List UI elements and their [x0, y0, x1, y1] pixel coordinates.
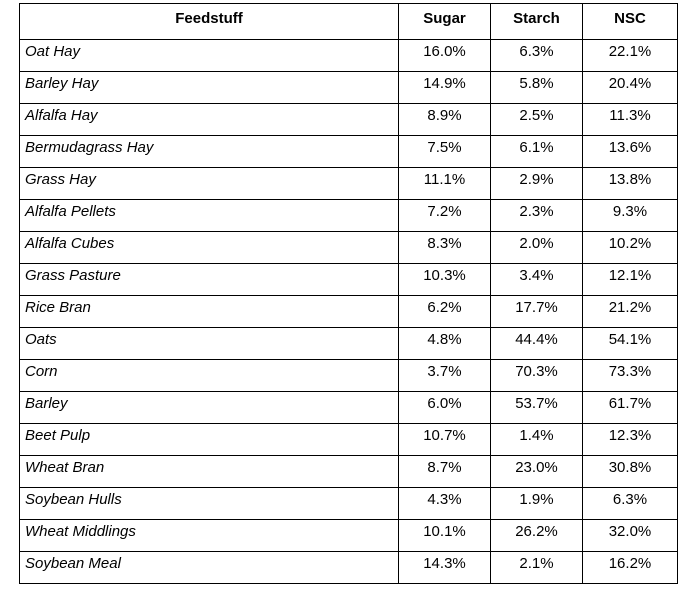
value-cell: 61.7%: [582, 391, 678, 424]
value-cell: 1.4%: [490, 423, 583, 456]
feedstuff-cell: Grass Pasture: [19, 263, 399, 296]
value-cell: 8.9%: [398, 103, 491, 136]
table-head: Feedstuff Sugar Starch NSC: [19, 3, 678, 40]
feedstuff-cell: Alfalfa Cubes: [19, 231, 399, 264]
value-cell: 22.1%: [582, 39, 678, 72]
value-cell: 3.7%: [398, 359, 491, 392]
header-cell: NSC: [582, 3, 678, 40]
feedstuff-cell: Alfalfa Hay: [19, 103, 399, 136]
table-row: Barley Hay 14.9% 5.8% 20.4%: [19, 71, 678, 104]
value-cell: 8.7%: [398, 455, 491, 488]
feed-table: Feedstuff Sugar Starch NSC Oat Hay 16.0% 6.3%…: [19, 3, 678, 584]
value-cell: 13.6%: [582, 135, 678, 168]
value-cell: 2.5%: [490, 103, 583, 136]
value-cell: 21.2%: [582, 295, 678, 328]
header-cell: Sugar: [398, 3, 491, 40]
value-cell: 12.1%: [582, 263, 678, 296]
value-cell: 10.2%: [582, 231, 678, 264]
feedstuff-cell: Bermudagrass Hay: [19, 135, 399, 168]
value-cell: 6.3%: [490, 39, 583, 72]
feedstuff-cell: Barley Hay: [19, 71, 399, 104]
value-cell: 10.3%: [398, 263, 491, 296]
feedstuff-cell: Beet Pulp: [19, 423, 399, 456]
value-cell: 3.4%: [490, 263, 583, 296]
value-cell: 6.2%: [398, 295, 491, 328]
value-cell: 32.0%: [582, 519, 678, 552]
value-cell: 23.0%: [490, 455, 583, 488]
table-row: Alfalfa Pellets 7.2% 2.3% 9.3%: [19, 199, 678, 232]
table-row: Beet Pulp 10.7% 1.4% 12.3%: [19, 423, 678, 456]
value-cell: 44.4%: [490, 327, 583, 360]
value-cell: 8.3%: [398, 231, 491, 264]
table-row: Barley 6.0% 53.7% 61.7%: [19, 391, 678, 424]
feedstuff-cell: Corn: [19, 359, 399, 392]
table-row: Corn 3.7% 70.3% 73.3%: [19, 359, 678, 392]
value-cell: 4.8%: [398, 327, 491, 360]
value-cell: 73.3%: [582, 359, 678, 392]
value-cell: 30.8%: [582, 455, 678, 488]
value-cell: 20.4%: [582, 71, 678, 104]
table-row: Grass Hay 11.1% 2.9% 13.8%: [19, 167, 678, 200]
table-row: Soybean Hulls 4.3% 1.9% 6.3%: [19, 487, 678, 520]
value-cell: 2.3%: [490, 199, 583, 232]
table-row: Wheat Middlings 10.1% 26.2% 32.0%: [19, 519, 678, 552]
table-row: Alfalfa Hay 8.9% 2.5% 11.3%: [19, 103, 678, 136]
feedstuff-cell: Soybean Hulls: [19, 487, 399, 520]
table-row: Grass Pasture 10.3% 3.4% 12.1%: [19, 263, 678, 296]
value-cell: 6.0%: [398, 391, 491, 424]
feedstuff-cell: Wheat Middlings: [19, 519, 399, 552]
value-cell: 14.3%: [398, 551, 491, 584]
table-row: Rice Bran 6.2% 17.7% 21.2%: [19, 295, 678, 328]
feedstuff-cell: Oats: [19, 327, 399, 360]
table-row: Wheat Bran 8.7% 23.0% 30.8%: [19, 455, 678, 488]
value-cell: 13.8%: [582, 167, 678, 200]
value-cell: 9.3%: [582, 199, 678, 232]
value-cell: 7.5%: [398, 135, 491, 168]
table-row: Oat Hay 16.0% 6.3% 22.1%: [19, 39, 678, 72]
table-row: Alfalfa Cubes 8.3% 2.0% 10.2%: [19, 231, 678, 264]
table-row: Soybean Meal 14.3% 2.1% 16.2%: [19, 551, 678, 584]
value-cell: 12.3%: [582, 423, 678, 456]
value-cell: 2.1%: [490, 551, 583, 584]
value-cell: 14.9%: [398, 71, 491, 104]
value-cell: 10.1%: [398, 519, 491, 552]
header-cell: Feedstuff: [19, 3, 399, 40]
value-cell: 6.3%: [582, 487, 678, 520]
value-cell: 6.1%: [490, 135, 583, 168]
table-body: Oat Hay 16.0% 6.3% 22.1% Barley Hay 14.9% 5.8%…: [19, 39, 678, 584]
feedstuff-cell: Rice Bran: [19, 295, 399, 328]
feedstuff-cell: Alfalfa Pellets: [19, 199, 399, 232]
value-cell: 2.0%: [490, 231, 583, 264]
value-cell: 2.9%: [490, 167, 583, 200]
value-cell: 17.7%: [490, 295, 583, 328]
value-cell: 16.2%: [582, 551, 678, 584]
header-row: Feedstuff Sugar Starch NSC: [19, 3, 678, 40]
value-cell: 5.8%: [490, 71, 583, 104]
value-cell: 7.2%: [398, 199, 491, 232]
table-row: Oats 4.8% 44.4% 54.1%: [19, 327, 678, 360]
table-row: Bermudagrass Hay 7.5% 6.1% 13.6%: [19, 135, 678, 168]
feedstuff-cell: Oat Hay: [19, 39, 399, 72]
value-cell: 54.1%: [582, 327, 678, 360]
value-cell: 26.2%: [490, 519, 583, 552]
value-cell: 70.3%: [490, 359, 583, 392]
feedstuff-cell: Barley: [19, 391, 399, 424]
value-cell: 11.1%: [398, 167, 491, 200]
feedstuff-cell: Soybean Meal: [19, 551, 399, 584]
value-cell: 16.0%: [398, 39, 491, 72]
value-cell: 1.9%: [490, 487, 583, 520]
feedstuff-cell: Grass Hay: [19, 167, 399, 200]
feedstuff-cell: Wheat Bran: [19, 455, 399, 488]
header-cell: Starch: [490, 3, 583, 40]
value-cell: 53.7%: [490, 391, 583, 424]
value-cell: 10.7%: [398, 423, 491, 456]
value-cell: 11.3%: [582, 103, 678, 136]
value-cell: 4.3%: [398, 487, 491, 520]
